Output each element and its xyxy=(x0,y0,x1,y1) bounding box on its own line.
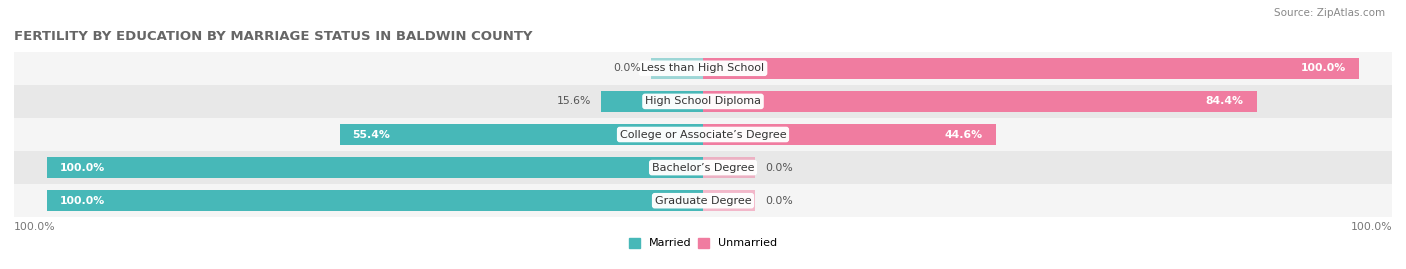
Text: 100.0%: 100.0% xyxy=(1301,63,1346,73)
Bar xyxy=(703,58,1360,79)
Bar xyxy=(703,190,755,211)
Bar xyxy=(651,58,703,79)
Legend: Married, Unmarried: Married, Unmarried xyxy=(624,233,782,253)
Bar xyxy=(46,157,703,178)
Bar xyxy=(339,124,703,145)
Bar xyxy=(14,85,1392,118)
Text: Less than High School: Less than High School xyxy=(641,63,765,73)
Bar xyxy=(14,184,1392,217)
Text: Source: ZipAtlas.com: Source: ZipAtlas.com xyxy=(1274,8,1385,18)
Text: Bachelor’s Degree: Bachelor’s Degree xyxy=(652,162,754,173)
Bar xyxy=(703,124,995,145)
Text: 100.0%: 100.0% xyxy=(60,162,105,173)
Text: High School Diploma: High School Diploma xyxy=(645,96,761,107)
Text: College or Associate’s Degree: College or Associate’s Degree xyxy=(620,129,786,140)
Text: 100.0%: 100.0% xyxy=(60,196,105,206)
Bar xyxy=(14,52,1392,85)
Text: 55.4%: 55.4% xyxy=(353,129,391,140)
Bar xyxy=(14,118,1392,151)
Text: 100.0%: 100.0% xyxy=(14,222,56,232)
Text: Graduate Degree: Graduate Degree xyxy=(655,196,751,206)
Bar xyxy=(703,157,755,178)
Text: 15.6%: 15.6% xyxy=(557,96,591,107)
Text: 0.0%: 0.0% xyxy=(765,162,793,173)
Text: 0.0%: 0.0% xyxy=(765,196,793,206)
Bar xyxy=(703,91,1257,112)
Text: 84.4%: 84.4% xyxy=(1206,96,1244,107)
Bar xyxy=(14,151,1392,184)
Text: 44.6%: 44.6% xyxy=(945,129,983,140)
Text: FERTILITY BY EDUCATION BY MARRIAGE STATUS IN BALDWIN COUNTY: FERTILITY BY EDUCATION BY MARRIAGE STATU… xyxy=(14,30,533,44)
Bar xyxy=(46,190,703,211)
Text: 100.0%: 100.0% xyxy=(1350,222,1392,232)
Text: 0.0%: 0.0% xyxy=(613,63,641,73)
Bar xyxy=(600,91,703,112)
